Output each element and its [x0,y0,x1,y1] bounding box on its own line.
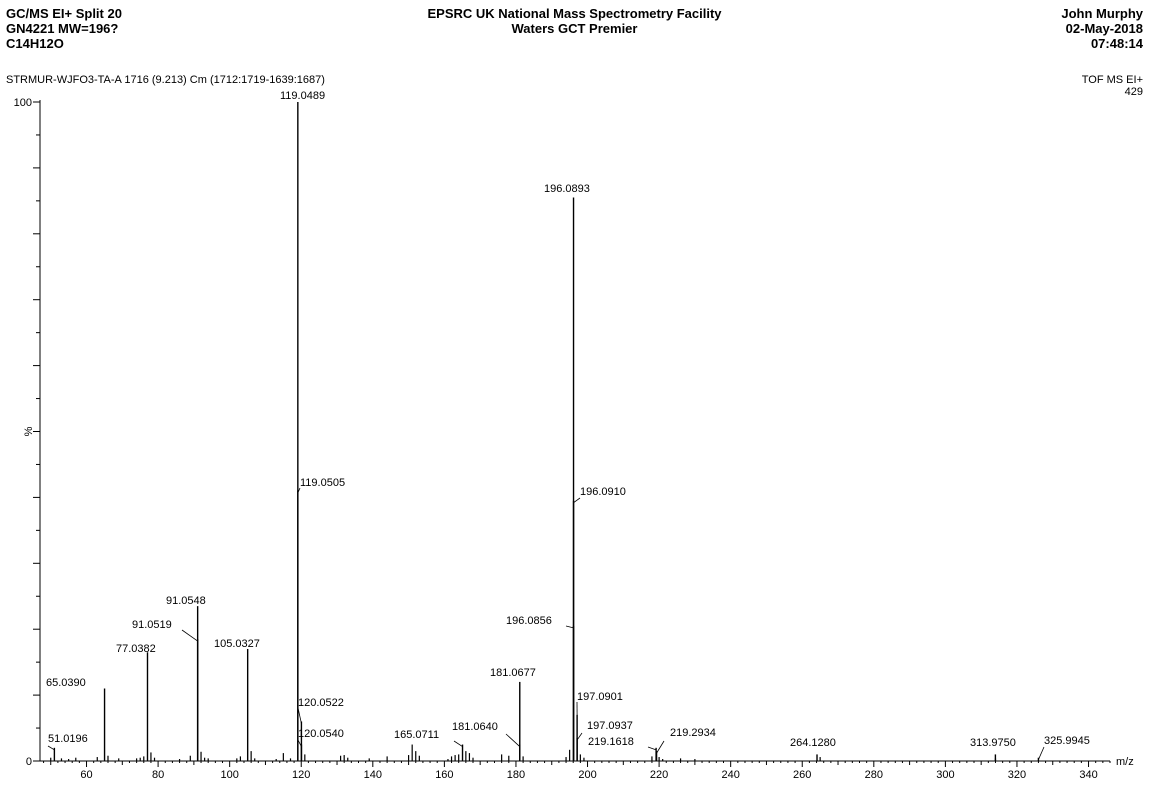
peak-label-119.0505: 119.0505 [300,477,345,489]
peak-label-264.1280: 264.1280 [790,737,836,749]
axes: 0 100% 60 80 100 120 140 160 180 200 220 240 260 280 3… [14,97,1134,781]
max-intensity: 429 [1124,86,1143,98]
peak-label-119.0489: 119.0489 [280,90,325,102]
peak-leader-181.0640 [505,733,521,747]
peak-label-197.0937: 197.0937 [587,720,633,732]
peak-label-219.1618: 219.1618 [588,736,634,748]
sample-id: GN4221 MW=196? [6,21,119,36]
peak-label-165.0711: 165.0711 [394,729,439,741]
peak-label-120.0522: 120.0522 [298,697,344,709]
peak-label-196.0893: 196.0893 [544,183,590,195]
peak-labels: 51.0196 65.0390 77.0382 91.0519 91.0548 105.0… [46,90,1090,760]
peak-label-77.0382: 77.0382 [116,643,156,655]
peak-leader-119.0505 [297,487,301,493]
peak-label-181.0677: 181.0677 [490,667,536,679]
experiment-title: GC/MS EI+ Split 20 [6,6,122,21]
peak-leader-51.0196 [47,745,55,751]
header-left: GC/MS EI+ Split 20 GN4221 MW=196? C14H12… [6,6,122,51]
peaks [50,102,1040,761]
mode-block: TOF MS EI+ 429 [1082,74,1143,98]
peak-label-219.2934: 219.2934 [670,727,716,739]
peak-leader-219.2934 [656,740,665,754]
x-tick-label: 60 [80,769,92,781]
peak-label-196.0856: 196.0856 [506,615,552,627]
x-tick-label: 100 [220,769,238,781]
x-tick-label: 220 [650,769,668,781]
peak-leader-196.0856 [565,625,574,629]
peak-leader-120.0540 [297,739,302,747]
peak-label-120.0540: 120.0540 [298,728,344,740]
peak-label-91.0519: 91.0519 [132,619,172,631]
peak-label-65.0390: 65.0390 [46,677,86,689]
x-axis-label: m/z [1116,756,1134,768]
peak-leader-196.0910 [573,497,581,504]
peak-label-91.0548: 91.0548 [166,595,206,607]
peak-label-325.9945: 325.9945 [1044,735,1090,747]
x-tick-label: 200 [578,769,596,781]
peak-label-105.0327: 105.0327 [214,638,260,650]
operator-name: John Murphy [1061,6,1143,21]
ionization-mode: TOF MS EI+ [1081,74,1143,86]
x-tick-label: 240 [721,769,739,781]
x-tick-label: 120 [292,769,310,781]
peak-label-313.9750: 313.9750 [970,737,1016,749]
x-tick-label: 140 [364,769,382,781]
peak-label-181.0640: 181.0640 [452,721,498,733]
acquisition-date: 02-May-2018 [1065,21,1143,36]
x-tick-label: 320 [1008,769,1026,781]
x-tick-label: 340 [1079,769,1097,781]
peak-label-51.0196: 51.0196 [48,733,88,745]
x-tick-label: 260 [793,769,811,781]
instrument-name: Waters GCT Premier [511,21,638,36]
peak-label-196.0910: 196.0910 [580,486,626,498]
x-tick-label: 300 [936,769,954,781]
facility-name: EPSRC UK National Mass Spectrometry Faci… [427,6,722,21]
peak-leader-219.1618 [647,746,657,751]
y-tick-label: 0 [26,756,32,768]
x-tick-label: 280 [865,769,883,781]
header-center: EPSRC UK National Mass Spectrometry Faci… [0,6,1149,36]
acquisition-time: 07:48:14 [1090,36,1143,51]
y-tick-label: 100 [14,97,32,109]
y-axis-label: % [23,426,35,436]
peak-leader-91.0519 [181,629,198,642]
x-tick-label: 160 [435,769,453,781]
peak-leader-120.0522 [297,707,302,724]
x-tick-label: 80 [152,769,164,781]
peak-leader-165.0711 [453,740,463,747]
header-right: John Murphy 02-May-2018 07:48:14 [1061,6,1143,51]
peak-leader-325.9945 [1038,746,1045,760]
peak-leader-197.0937 [576,732,583,741]
scan-info: STRMUR-WJFO3-TA-A 1716 (9.213) Cm (1712:… [6,74,325,86]
formula: C14H12O [6,36,64,51]
peak-label-197.0901: 197.0901 [577,691,623,703]
x-tick-label: 180 [507,769,525,781]
